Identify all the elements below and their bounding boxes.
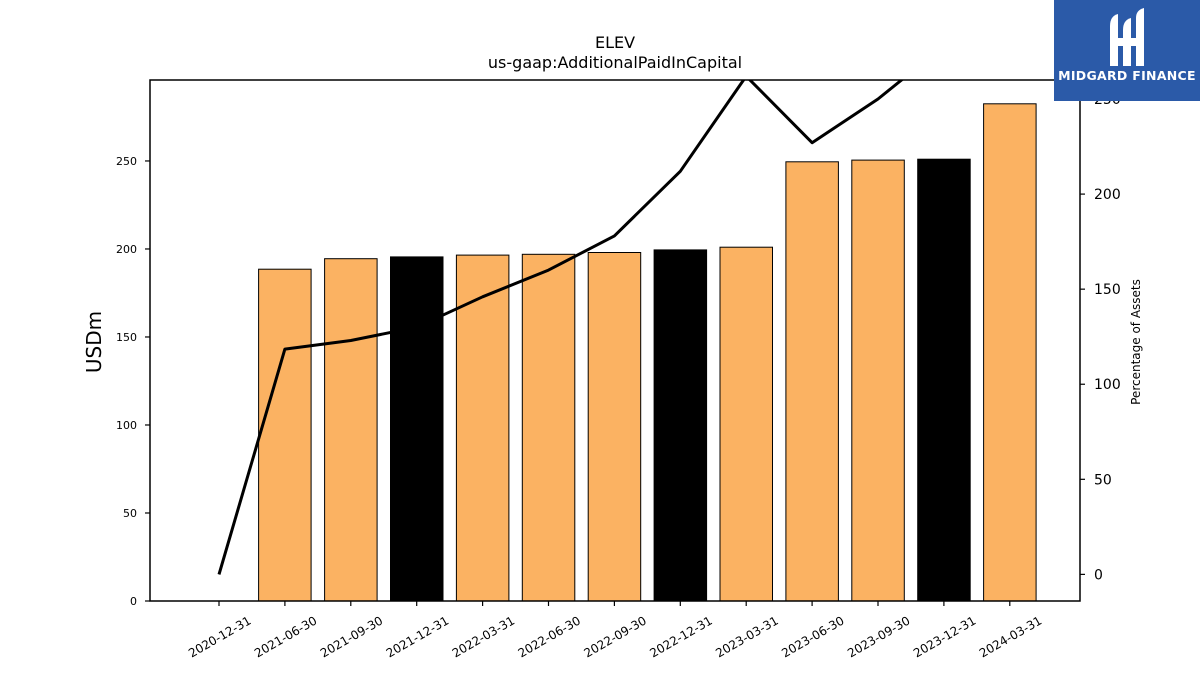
x-tick-label: 2022-09-30 [581,613,648,660]
bar-2021-12-31 [390,256,444,602]
x-tick-label: 2023-12-31 [911,613,978,660]
y-tick-label: 0 [130,595,137,608]
bar-2022-06-30 [521,253,576,602]
bar-2023-03-31 [719,246,773,602]
y2-tick-label: 150 [1094,282,1121,298]
x-tick-label: 2021-06-30 [252,613,319,660]
x-tick-label: 2022-03-31 [450,613,517,660]
x-tick-label: 2022-12-31 [647,613,714,660]
x-tick-label: 2023-09-30 [845,613,912,660]
x-tick-label: 2022-06-30 [516,613,583,660]
x-tick-label: 2020-12-31 [186,613,253,660]
bar-2022-12-31 [653,249,708,602]
bar-2023-06-30 [785,161,839,602]
x-tick-label: 2023-03-31 [713,613,780,660]
x-tick-label: 2024-03-31 [977,613,1044,660]
pct-assets-line [217,80,904,575]
bar-2022-09-30 [587,252,642,602]
x-axis-ticks: 2020-12-312021-06-302021-09-302021-12-31… [186,601,1044,660]
y2-tick-label: 0 [1094,567,1103,583]
y-tick-label: 100 [116,419,137,432]
logo-text: MIDGARD FINANCE [1058,68,1196,83]
line-group [217,80,904,575]
x-tick-label: 2023-06-30 [779,613,846,660]
y2-tick-label: 200 [1094,187,1121,203]
y2-axis-label: Percentage of Assets [1129,279,1143,405]
y-axis-label: USDm [82,311,106,373]
logo-mark-icon [1110,8,1144,66]
y2-tick-label: 50 [1094,472,1112,488]
bar-2021-09-30 [324,258,378,602]
chart-subtitle: us-gaap:AdditionalPaidInCapital [488,53,742,72]
y-tick-label: 150 [116,331,137,344]
y-tick-label: 50 [123,507,137,520]
brand-logo: MIDGARD FINANCE [1054,0,1200,101]
y-tick-label: 250 [116,155,137,168]
bars-group [258,103,1037,602]
x-tick-label: 2021-09-30 [318,613,385,660]
bar-2022-03-31 [455,254,510,602]
bar-2023-09-30 [851,159,905,602]
y2-tick-label: 100 [1094,377,1121,393]
bar-2024-03-31 [983,103,1037,602]
y-tick-label: 200 [116,243,137,256]
bar-2023-12-31 [917,158,971,602]
chart-title: ELEV [595,33,635,52]
x-tick-label: 2021-12-31 [384,613,451,660]
y-axis-ticks: 0 50 100 150 200 250 [116,155,150,608]
bar-2021-06-30 [258,268,312,602]
